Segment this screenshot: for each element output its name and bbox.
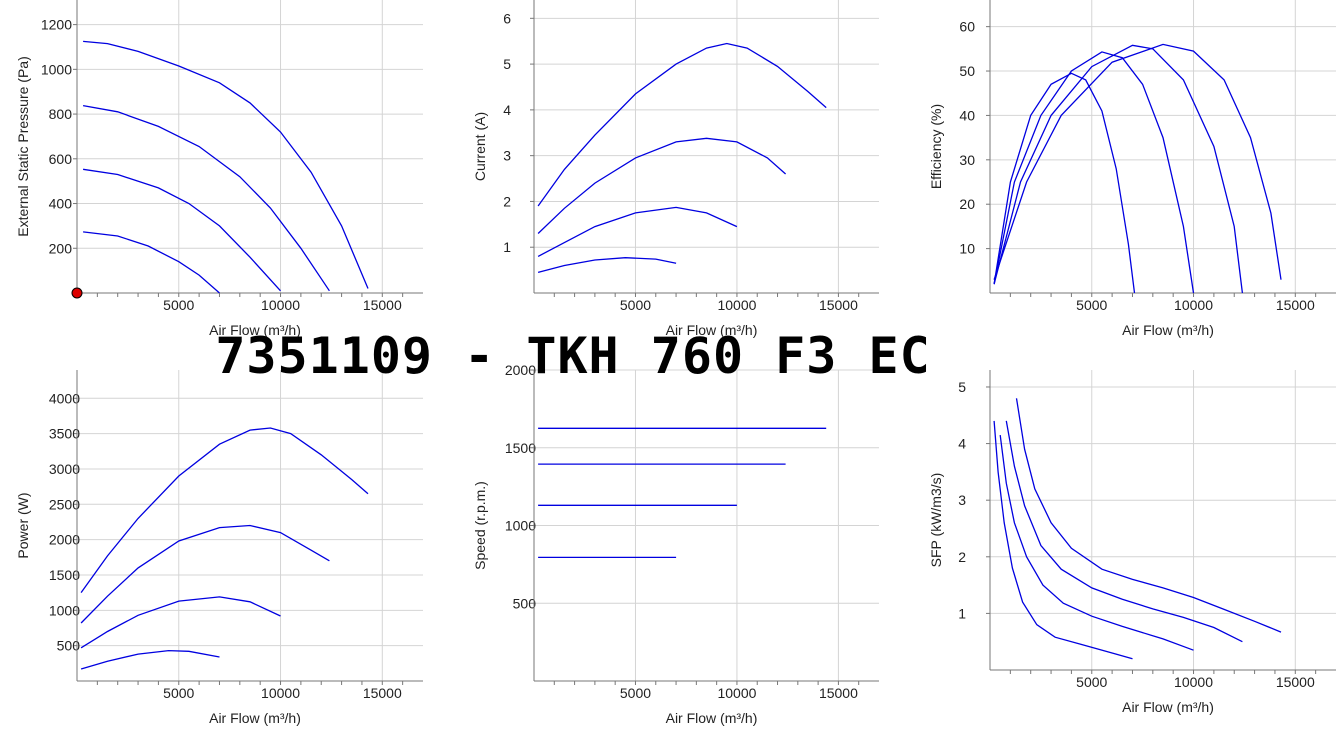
y-axis-label: Power (W): [15, 492, 31, 558]
series-line-2: [993, 51, 1195, 294]
series-line-2: [1005, 420, 1243, 643]
chart-speed: 5000 10000 15000 500 1000 1500 2000 Air Flow (m…: [472, 362, 879, 726]
y-tick-label: 50: [959, 63, 975, 79]
y-axis-label: External Static Pressure (Pa): [15, 56, 31, 237]
y-tick-label: 2: [958, 549, 966, 565]
series-line-2: [537, 137, 787, 234]
y-axis-label: Current (A): [472, 112, 488, 181]
y-tick-label: 1: [958, 605, 966, 621]
x-tick-label: 5000: [1076, 297, 1107, 313]
x-tick-label: 15000: [1276, 297, 1315, 313]
y-tick-label: 4000: [49, 390, 80, 406]
x-tick-label: 5000: [620, 297, 651, 313]
y-axis-label: Speed (r.p.m.): [472, 481, 488, 570]
series-line-3: [83, 168, 281, 292]
chart-power: 5000 10000 15000 500 1000 1500 2000 2500 3000 350…: [15, 370, 423, 726]
y-tick-label: 1500: [49, 567, 80, 583]
y-tick-label: 500: [57, 638, 81, 654]
y-tick-label: 5: [503, 56, 511, 72]
operating-point-marker: [71, 287, 83, 299]
y-tick-label: 400: [49, 196, 73, 212]
x-axis-label: Air Flow (m³/h): [666, 710, 758, 726]
x-tick-label: 5000: [163, 297, 194, 313]
series-line-3: [999, 435, 1194, 651]
y-axis-label: SFP (kW/m3/s): [928, 473, 944, 568]
y-tick-label: 4: [958, 436, 966, 452]
y-tick-label: 1000: [49, 602, 80, 618]
y-tick-label: 1000: [41, 61, 72, 77]
y-tick-label: 1: [503, 239, 511, 255]
y-tick-label: 3000: [49, 461, 80, 477]
series-line-1: [80, 427, 369, 593]
series-line-3: [537, 206, 738, 257]
y-tick-label: 1200: [41, 17, 72, 33]
x-tick-label: 15000: [363, 297, 402, 313]
x-axis-label: Air Flow (m³/h): [1122, 322, 1214, 338]
x-tick-label: 15000: [819, 685, 858, 701]
y-tick-label: 40: [959, 107, 975, 123]
y-axis-label: Efficiency (%): [928, 104, 944, 189]
series-line-3: [80, 596, 281, 649]
x-axis-label: Air Flow (m³/h): [209, 322, 301, 338]
x-tick-label: 10000: [717, 297, 756, 313]
series-line-4: [993, 43, 1282, 280]
y-tick-label: 800: [49, 106, 73, 122]
y-tick-label: 1000: [505, 518, 536, 534]
y-tick-label: 2000: [505, 362, 536, 378]
series-line-4: [993, 420, 1133, 660]
y-tick-label: 1500: [505, 440, 536, 456]
series-line-1: [83, 40, 369, 289]
x-tick-label: 5000: [163, 685, 194, 701]
series-line-4: [537, 257, 677, 274]
series-line-4: [80, 649, 220, 670]
x-tick-label: 10000: [1174, 297, 1213, 313]
y-tick-label: 5: [958, 379, 966, 395]
y-tick-label: 30: [959, 152, 975, 168]
series-line-1: [993, 72, 1136, 294]
y-tick-label: 600: [49, 151, 73, 167]
y-tick-label: 6: [503, 10, 511, 26]
x-axis-label: Air Flow (m³/h): [666, 322, 758, 338]
y-tick-label: 2000: [49, 532, 80, 548]
chart-current: 5000 10000 15000 1 2 3 4 5 6 Air Flow (m³/h) Curre…: [472, 0, 879, 338]
x-tick-label: 5000: [1076, 674, 1107, 690]
y-tick-label: 200: [49, 240, 73, 256]
y-tick-label: 500: [513, 595, 537, 611]
x-tick-label: 10000: [1174, 674, 1213, 690]
y-tick-label: 2: [503, 193, 511, 209]
x-tick-label: 15000: [1276, 674, 1315, 690]
chart-sfp: 5000 10000 15000 1 2 3 4 5 Air Flow (m³/h) SFP (k…: [928, 370, 1336, 715]
y-tick-label: 60: [959, 19, 975, 35]
series-line-1: [1015, 398, 1282, 633]
product-title: 7351109 - TKH 760 F3 EC: [215, 327, 931, 385]
chart-efficiency: 5000 10000 15000 10 20 30 40 50 60 Air Flow (m³/h…: [928, 0, 1336, 338]
chart-pressure: 5000 10000 15000 200 400 600 800 1000 1200 Air Fl…: [15, 0, 423, 338]
y-tick-label: 3500: [49, 426, 80, 442]
y-tick-label: 4: [503, 102, 511, 118]
series-line-3: [993, 44, 1244, 294]
y-tick-label: 3: [503, 148, 511, 164]
series-line-4: [83, 231, 220, 294]
x-tick-label: 10000: [261, 685, 300, 701]
x-tick-label: 15000: [363, 685, 402, 701]
x-axis-label: Air Flow (m³/h): [209, 710, 301, 726]
y-tick-label: 10: [959, 241, 975, 257]
x-tick-label: 5000: [620, 685, 651, 701]
x-tick-label: 10000: [261, 297, 300, 313]
x-axis-label: Air Flow (m³/h): [1122, 699, 1214, 715]
y-tick-label: 20: [959, 196, 975, 212]
y-tick-label: 3: [958, 492, 966, 508]
series-line-2: [80, 524, 330, 624]
y-tick-label: 2500: [49, 496, 80, 512]
x-tick-label: 15000: [819, 297, 858, 313]
series-line-1: [537, 42, 827, 207]
x-tick-label: 10000: [717, 685, 756, 701]
series-line-2: [82, 104, 330, 292]
